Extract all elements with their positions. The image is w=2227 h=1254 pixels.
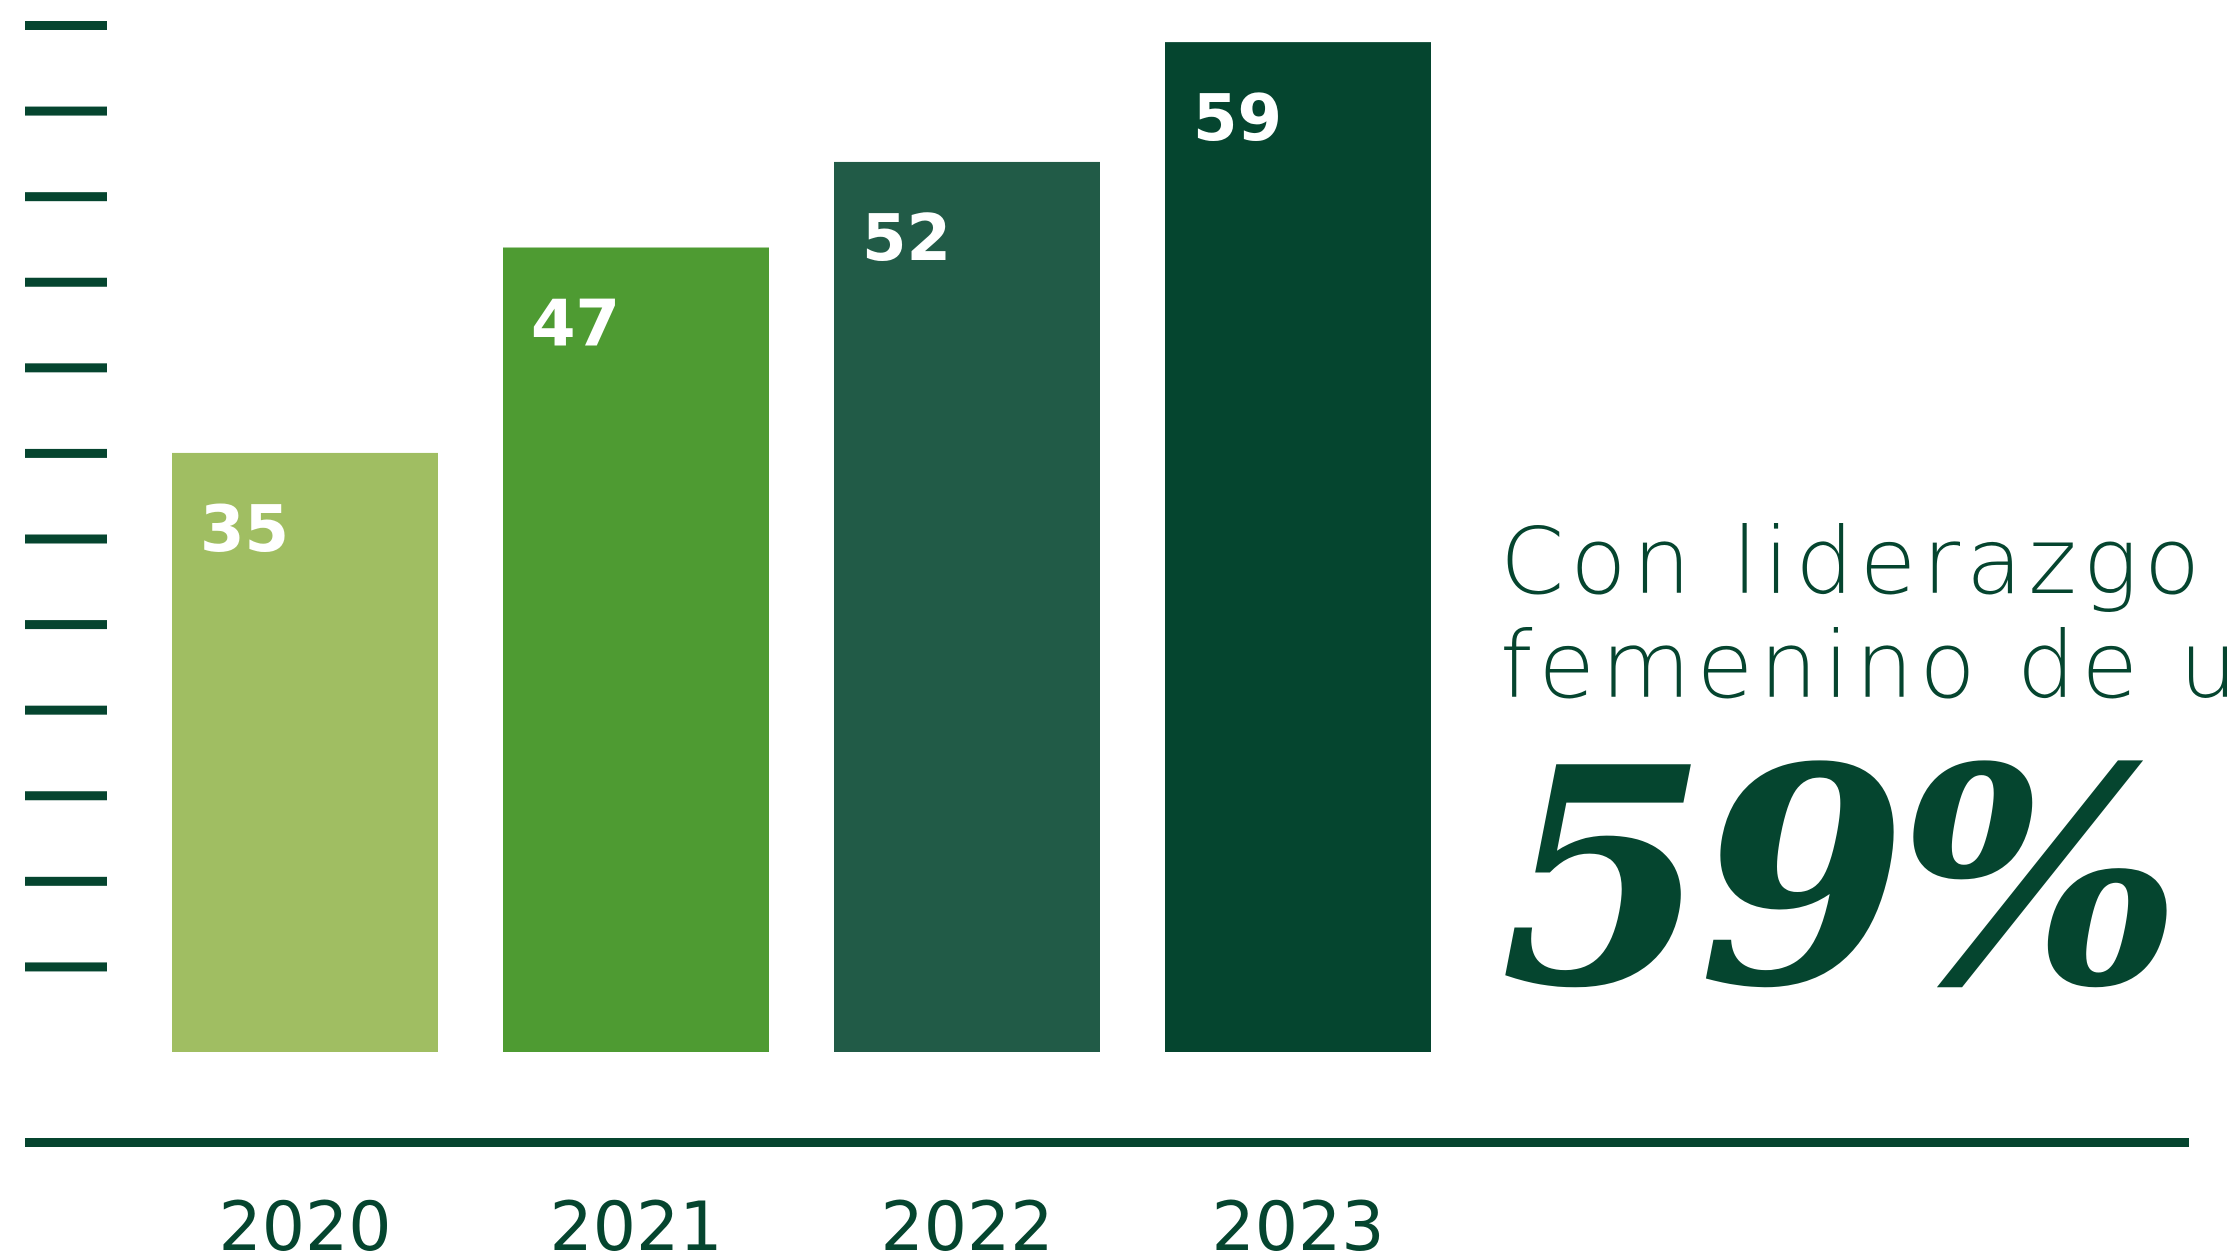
y-axis-tick xyxy=(25,534,107,544)
callout-value: 59% xyxy=(1500,701,2183,1054)
y-axis-tick xyxy=(25,363,107,373)
y-axis-tick xyxy=(25,962,107,972)
callout: Con liderazgo femenino de un 59% xyxy=(1500,508,2227,1054)
x-axis-tick-label: 2020 xyxy=(218,1188,391,1254)
y-axis-ticks xyxy=(25,21,107,972)
callout-line-1: Con liderazgo xyxy=(1500,508,2207,615)
bar-value-label: 35 xyxy=(200,493,289,567)
bar-2021 xyxy=(503,247,769,1052)
bar-2022 xyxy=(834,161,1100,1052)
bar-value-label: 47 xyxy=(531,288,620,362)
bar-2020 xyxy=(172,452,438,1053)
x-axis-labels: 2020 2021 2022 2023 xyxy=(218,1188,1384,1254)
x-axis-baseline xyxy=(25,1138,2189,1147)
y-axis-tick xyxy=(25,620,107,630)
y-axis-tick xyxy=(25,448,107,458)
y-axis-tick xyxy=(25,791,107,801)
y-axis-tick xyxy=(25,705,107,715)
value-labels: 35 47 52 59 xyxy=(200,82,1282,567)
bar-value-label: 52 xyxy=(862,202,951,276)
y-axis-tick xyxy=(25,21,107,30)
bar-2023 xyxy=(1165,42,1431,1053)
x-axis-tick-label: 2023 xyxy=(1211,1188,1384,1254)
y-axis-tick xyxy=(25,277,107,287)
bar-value-label: 59 xyxy=(1193,82,1282,156)
y-axis-tick xyxy=(25,192,107,202)
y-axis-tick xyxy=(25,106,107,116)
callout-line-2: femenino de un xyxy=(1500,612,2227,719)
y-axis-tick xyxy=(25,876,107,886)
x-axis-tick-label: 2022 xyxy=(880,1188,1053,1254)
bars xyxy=(172,42,1431,1053)
x-axis-tick-label: 2021 xyxy=(549,1188,722,1254)
